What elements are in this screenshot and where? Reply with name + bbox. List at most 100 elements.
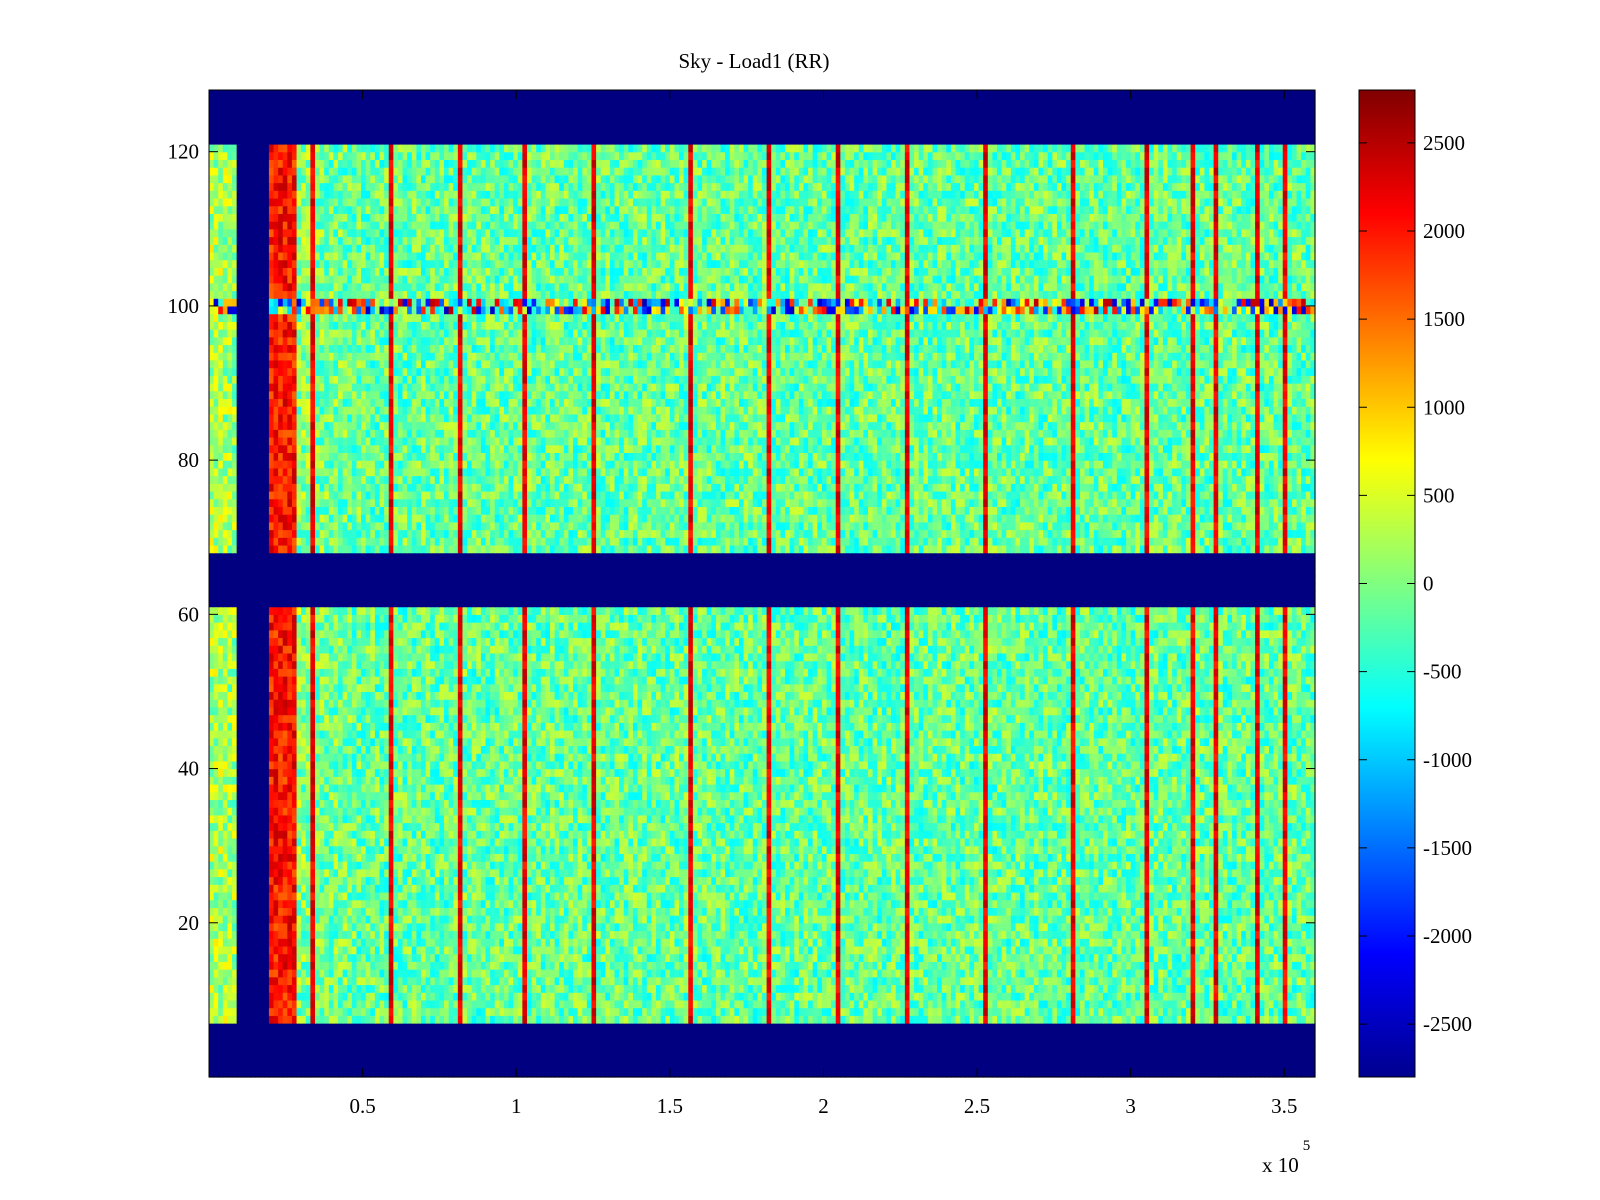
heatmap-cell <box>730 1046 735 1054</box>
heatmap-cell <box>1020 1046 1025 1054</box>
heatmap-cell <box>1200 1062 1205 1070</box>
heatmap-cell <box>1112 1031 1117 1039</box>
heatmap-cell <box>647 1069 652 1077</box>
heatmap-cell <box>670 1038 675 1046</box>
heatmap-cell <box>532 1062 537 1070</box>
heatmap-cell <box>297 1062 302 1070</box>
heatmap-cell <box>1227 1062 1232 1070</box>
heatmap-cell <box>1209 1046 1214 1054</box>
heatmap-cell <box>361 1069 366 1077</box>
heatmap-cell <box>1186 1038 1191 1046</box>
heatmap-cell <box>384 1038 389 1046</box>
heatmap-cell <box>481 1069 486 1077</box>
heatmap-cell <box>375 1062 380 1070</box>
heatmap-cell <box>896 1046 901 1054</box>
heatmap-cell <box>532 1046 537 1054</box>
heatmap-cell <box>693 1046 698 1054</box>
heatmap-cell <box>333 1054 338 1062</box>
heatmap-cell <box>1181 1046 1186 1054</box>
heatmap-cell <box>1269 1069 1274 1077</box>
heatmap-cell <box>366 1069 371 1077</box>
heatmap-cell <box>965 1031 970 1039</box>
heatmap-cell <box>278 1038 283 1046</box>
heatmap-cell <box>757 1069 762 1077</box>
heatmap-cell <box>992 1062 997 1070</box>
heatmap-cell <box>711 1062 716 1070</box>
heatmap-cell <box>462 1069 467 1077</box>
heatmap-cell <box>1172 1069 1177 1077</box>
heatmap-cell <box>647 1054 652 1062</box>
heatmap-cell <box>218 1046 223 1054</box>
heatmap-cell <box>333 1069 338 1077</box>
heatmap-cell <box>292 1038 297 1046</box>
heatmap-cell <box>817 1069 822 1077</box>
heatmap-cell <box>624 1054 629 1062</box>
heatmap-cell <box>1029 1062 1034 1070</box>
heatmap-cell <box>573 1046 578 1054</box>
heatmap-cell <box>495 1062 500 1070</box>
heatmap-cell <box>1117 1038 1122 1046</box>
heatmap-cell <box>416 1054 421 1062</box>
heatmap-cell <box>499 1046 504 1054</box>
heatmap-cell <box>1306 1062 1311 1070</box>
heatmap-cell <box>398 1054 403 1062</box>
heatmap-cell <box>794 1031 799 1039</box>
heatmap-cell <box>232 1038 237 1046</box>
heatmap-cell <box>1043 1046 1048 1054</box>
heatmap-cell <box>638 1054 643 1062</box>
heatmap-cell <box>1204 1054 1209 1062</box>
heatmap-cell <box>578 1038 583 1046</box>
heatmap-cell <box>748 1054 753 1062</box>
heatmap-cell <box>250 1054 255 1062</box>
heatmap-cell <box>522 1038 527 1046</box>
heatmap-cell <box>1085 1046 1090 1054</box>
heatmap-cell <box>1006 1062 1011 1070</box>
heatmap-cell <box>734 1069 739 1077</box>
heatmap-cell <box>628 1069 633 1077</box>
heatmap-cell <box>591 1038 596 1046</box>
heatmap-cell <box>389 1062 394 1070</box>
heatmap-cell <box>1283 1046 1288 1054</box>
heatmap-cell <box>642 1046 647 1054</box>
heatmap-cell <box>324 1054 329 1062</box>
heatmap-cell <box>1209 1069 1214 1077</box>
heatmap-cell <box>1075 1062 1080 1070</box>
heatmap-cell <box>859 1062 864 1070</box>
heatmap-cell <box>1048 1031 1053 1039</box>
heatmap-cell <box>757 1038 762 1046</box>
heatmap-cell <box>1071 1046 1076 1054</box>
heatmap-cell <box>1158 1069 1163 1077</box>
heatmap-cell <box>647 1046 652 1054</box>
heatmap-cell <box>237 1069 242 1077</box>
heatmap-cell <box>1209 1038 1214 1046</box>
heatmap-cell <box>674 1054 679 1062</box>
heatmap-cell <box>380 1054 385 1062</box>
heatmap-cell <box>785 1038 790 1046</box>
heatmap-cell <box>721 1046 726 1054</box>
heatmap-cell <box>343 1031 348 1039</box>
heatmap-cell <box>734 1031 739 1039</box>
heatmap-cell <box>1144 1062 1149 1070</box>
heatmap-cell <box>859 1038 864 1046</box>
heatmap-cell <box>1039 1031 1044 1039</box>
heatmap-cell <box>1131 1031 1136 1039</box>
heatmap-cell <box>946 1046 951 1054</box>
heatmap-cell <box>596 1054 601 1062</box>
heatmap-cell <box>854 1046 859 1054</box>
heatmap-cell <box>1177 1069 1182 1077</box>
heatmap-cell <box>1297 1069 1302 1077</box>
heatmap-cell <box>1098 1031 1103 1039</box>
heatmap-cell <box>697 1038 702 1046</box>
heatmap-cell <box>587 1062 592 1070</box>
heatmap-cell <box>532 1031 537 1039</box>
heatmap-cell <box>873 1054 878 1062</box>
heatmap-cell <box>697 1054 702 1062</box>
heatmap-cell <box>799 1062 804 1070</box>
heatmap-cell <box>785 1054 790 1062</box>
heatmap-cell <box>1048 1054 1053 1062</box>
heatmap-cell <box>384 1046 389 1054</box>
heatmap-cell <box>453 1069 458 1077</box>
heatmap-cell <box>721 1031 726 1039</box>
heatmap-cell <box>845 1031 850 1039</box>
heatmap-cell <box>900 1069 905 1077</box>
